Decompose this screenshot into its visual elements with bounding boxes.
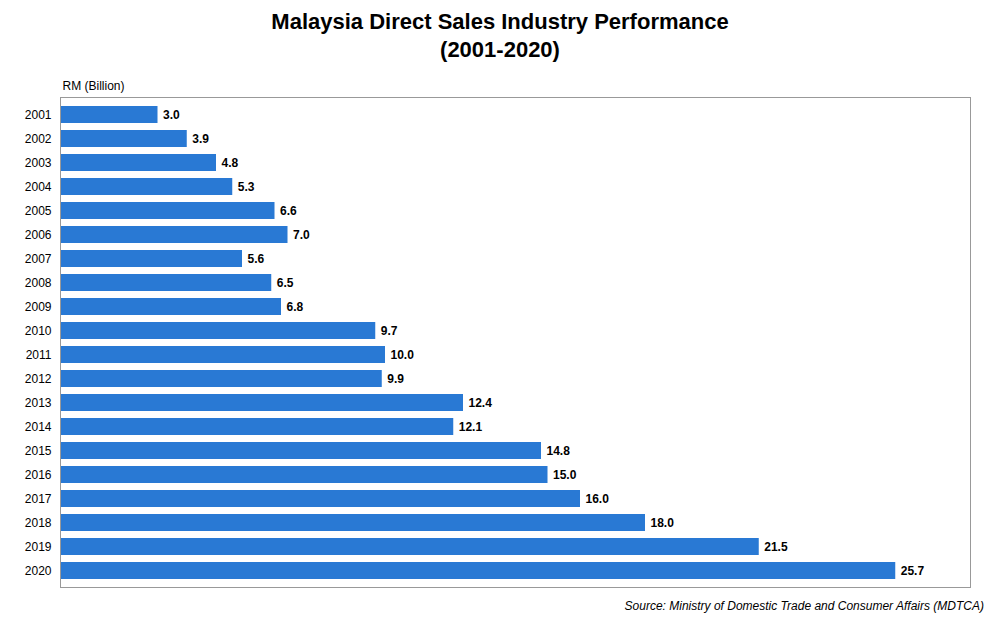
svg-text:2004: 2004 bbox=[25, 180, 52, 194]
svg-text:2007: 2007 bbox=[25, 252, 52, 266]
svg-text:4.8: 4.8 bbox=[222, 156, 239, 170]
svg-text:2010: 2010 bbox=[25, 324, 52, 338]
svg-text:15.0: 15.0 bbox=[553, 468, 577, 482]
svg-text:3.0: 3.0 bbox=[163, 108, 180, 122]
svg-text:2017: 2017 bbox=[25, 492, 52, 506]
svg-text:12.4: 12.4 bbox=[469, 396, 493, 410]
svg-text:2002: 2002 bbox=[25, 132, 52, 146]
svg-text:2003: 2003 bbox=[25, 156, 52, 170]
svg-text:RM (Billion): RM (Billion) bbox=[63, 79, 125, 93]
svg-text:12.1: 12.1 bbox=[459, 420, 483, 434]
svg-text:2019: 2019 bbox=[25, 540, 52, 554]
svg-text:21.5: 21.5 bbox=[764, 540, 788, 554]
svg-text:6.5: 6.5 bbox=[277, 276, 294, 290]
svg-text:16.0: 16.0 bbox=[586, 492, 610, 506]
svg-text:5.3: 5.3 bbox=[238, 180, 255, 194]
svg-text:2020: 2020 bbox=[25, 564, 52, 578]
svg-text:3.9: 3.9 bbox=[192, 132, 209, 146]
svg-text:18.0: 18.0 bbox=[651, 516, 675, 530]
svg-text:6.8: 6.8 bbox=[287, 300, 304, 314]
svg-text:7.0: 7.0 bbox=[293, 228, 310, 242]
svg-text:10.0: 10.0 bbox=[391, 348, 415, 362]
svg-text:2008: 2008 bbox=[25, 276, 52, 290]
svg-text:2015: 2015 bbox=[25, 444, 52, 458]
svg-text:2001: 2001 bbox=[25, 108, 52, 122]
svg-text:14.8: 14.8 bbox=[547, 444, 571, 458]
svg-text:6.6: 6.6 bbox=[280, 204, 297, 218]
svg-text:2018: 2018 bbox=[25, 516, 52, 530]
svg-text:9.7: 9.7 bbox=[381, 324, 398, 338]
svg-text:2012: 2012 bbox=[25, 372, 52, 386]
svg-text:2016: 2016 bbox=[25, 468, 52, 482]
html-text:Source: Ministry of Domestic T: Source: Ministry of Domestic Trade and C… bbox=[624, 599, 984, 613]
svg-text:2013: 2013 bbox=[25, 396, 52, 410]
svg-text:2005: 2005 bbox=[25, 204, 52, 218]
svg-text:2009: 2009 bbox=[25, 300, 52, 314]
svg-text:5.6: 5.6 bbox=[248, 252, 265, 266]
svg-text:25.7: 25.7 bbox=[901, 564, 925, 578]
svg-text:2014: 2014 bbox=[25, 420, 52, 434]
svg-text:9.9: 9.9 bbox=[387, 372, 404, 386]
html-text:Malaysia Direct Sales Industry: Malaysia Direct Sales Industry Performan… bbox=[271, 9, 729, 62]
svg-text:2006: 2006 bbox=[25, 228, 52, 242]
svg-text:2011: 2011 bbox=[26, 348, 52, 362]
